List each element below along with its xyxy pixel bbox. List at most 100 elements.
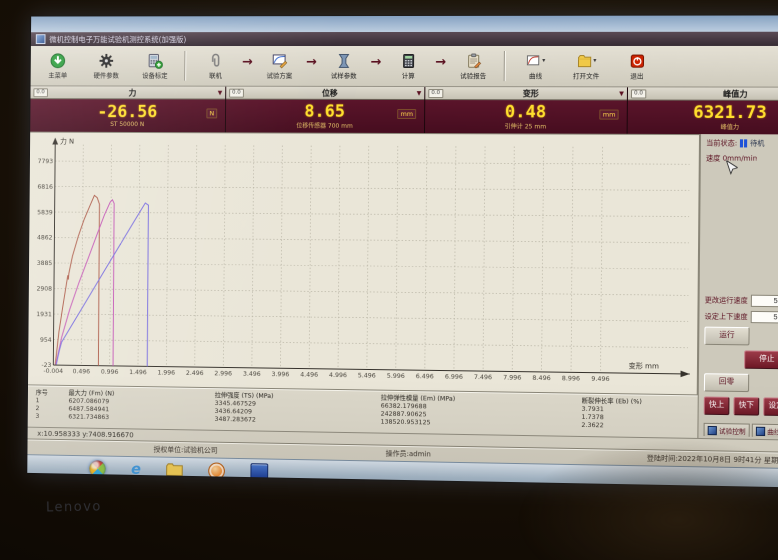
svg-text:5.496: 5.496 (358, 372, 376, 379)
table-row-cell[interactable]: 3487.283672 (214, 415, 256, 424)
media-player-icon[interactable] (208, 461, 226, 480)
calculate-button[interactable]: 计算 (384, 48, 432, 84)
table-row-cell[interactable]: 6321.734863 (68, 413, 110, 422)
fast-down-button[interactable]: 快下 (733, 396, 760, 416)
svg-text:3885: 3885 (37, 260, 53, 267)
flow-arrow-icon: → (242, 54, 253, 70)
svg-text:0.496: 0.496 (73, 368, 91, 375)
calibration-icon (147, 52, 163, 69)
gear-icon (98, 52, 114, 69)
pause-icon (740, 139, 748, 148)
file-explorer-icon[interactable] (166, 463, 183, 477)
svg-text:1931: 1931 (36, 311, 52, 318)
change-speed-label: 更改运行速度 (704, 296, 748, 305)
zero-button[interactable]: 0.0 (428, 88, 444, 98)
svg-text:8.996: 8.996 (562, 375, 580, 382)
displacement-value: 8.65 (304, 101, 346, 122)
table-row-cell[interactable]: 3 (35, 413, 40, 420)
main-menu-button[interactable]: 主菜单 (34, 48, 81, 83)
svg-text:8.496: 8.496 (532, 375, 550, 382)
title-bar: 微机控制电子万能试验机测控系统(加强版) (30, 31, 778, 47)
fast-up-button[interactable]: 快上 (703, 396, 730, 416)
extensometer-label: 引伸计 25 mm (504, 122, 547, 130)
curve-button[interactable]: ▾ 曲线 (511, 48, 560, 84)
peak-force-value: 6321.73 (693, 102, 767, 123)
specimen-params-button[interactable]: 试样参数 (320, 48, 368, 84)
svg-text:4.496: 4.496 (300, 371, 318, 378)
deformation-value: 0.48 (504, 101, 547, 122)
svg-text:954: 954 (40, 337, 52, 344)
panel-title: 峰值力 (722, 89, 748, 99)
internet-explorer-icon[interactable]: e (130, 459, 142, 478)
control-sidebar: 当前状态: 待机 速度 0mm/min 更改运行速度 设定上下速度 运行 (697, 134, 778, 440)
toolbar: 主菜单 硬件参数 设备标定 联机 → (30, 45, 778, 88)
test-plan-button[interactable]: 试验方案 (256, 48, 304, 84)
test-report-button[interactable]: 试验报告 (449, 48, 497, 84)
curve-analysis-icon (755, 426, 766, 436)
displacement-sensor-label: 位移传感器 700 mm (296, 122, 353, 130)
folder-icon: ▾ (576, 52, 596, 69)
toolbar-separator (503, 51, 506, 82)
force-deformation-chart: -0.004 0.496 0.996 1.496 1.996 2.496 2.996 3.49… (36, 137, 700, 383)
open-file-button[interactable]: ▾ 打开文件 (562, 48, 611, 84)
test-app-taskbar-icon[interactable] (250, 463, 269, 480)
chart-area[interactable]: -0.004 0.496 0.996 1.496 1.996 2.496 2.996 3.49… (28, 131, 701, 396)
test-plan-icon (272, 52, 288, 69)
report-icon (465, 52, 481, 69)
set-button[interactable]: 设定 (763, 397, 778, 417)
screen-top-glare (31, 15, 778, 33)
power-icon (629, 52, 645, 69)
svg-text:4862: 4862 (37, 235, 53, 242)
svg-text:7.996: 7.996 (503, 374, 521, 381)
run-button[interactable]: 运行 (704, 326, 750, 346)
dropdown-arrow-icon[interactable]: ▼ (416, 89, 422, 97)
panel-title: 力 (128, 88, 137, 97)
svg-text:变形 mm: 变形 mm (629, 361, 660, 371)
return-zero-button[interactable]: 回零 (703, 373, 750, 393)
svg-text:5839: 5839 (37, 209, 53, 216)
status-label: 当前状态: (706, 139, 738, 148)
zero-button[interactable]: 0.0 (630, 88, 647, 99)
svg-text:7.496: 7.496 (474, 374, 492, 381)
dropdown-arrow-icon[interactable]: ▼ (619, 89, 624, 97)
taskbar: e (27, 454, 778, 488)
curve-icon: ▾ (526, 52, 545, 69)
toolbar-separator (184, 50, 187, 81)
deformation-unit: mm (599, 109, 619, 120)
dropdown-arrow-icon[interactable]: ▼ (217, 89, 223, 97)
change-speed-input[interactable] (750, 294, 778, 308)
svg-text:2908: 2908 (37, 286, 53, 293)
windows-start-icon[interactable] (89, 459, 106, 477)
svg-text:2.496: 2.496 (186, 370, 204, 377)
zero-button[interactable]: 0.0 (33, 87, 48, 97)
window-title: 微机控制电子万能试验机测控系统(加强版) (49, 34, 187, 44)
device-calibration-button[interactable]: 设备标定 (131, 48, 178, 84)
svg-text:7793: 7793 (38, 158, 54, 165)
col-header: 断裂伸长率 (Eb) (%) (581, 397, 642, 406)
hardware-params-button[interactable]: 硬件参数 (83, 48, 130, 84)
displacement-unit: mm (397, 108, 417, 120)
app-icon (35, 34, 46, 45)
svg-text:6.496: 6.496 (416, 373, 434, 380)
panel-displacement: 0.0 位移 ▼ 8.65 mm 位移传感器 700 mm (225, 86, 426, 134)
tab-curve-analysis[interactable]: 曲线分析 (751, 423, 778, 438)
main-menu-icon (50, 52, 66, 69)
zero-button[interactable]: 0.0 (229, 88, 244, 98)
updown-speed-input[interactable] (750, 310, 778, 324)
stop-button[interactable]: 停止 (744, 350, 778, 370)
svg-text:3.996: 3.996 (272, 371, 290, 378)
table-row-cell[interactable]: 2.3622 (581, 421, 604, 430)
svg-text:力 N: 力 N (60, 137, 74, 146)
exit-button[interactable]: 退出 (612, 48, 661, 84)
chevron-down-icon: ▾ (593, 57, 597, 65)
operator: 操作员:admin (385, 449, 431, 459)
connect-button[interactable]: 联机 (192, 48, 239, 84)
svg-text:6816: 6816 (37, 184, 53, 191)
panel-peak-force: 0.0 峰值力 ▼ 6321.73 N 峰值力 (627, 87, 778, 135)
tab-test-control[interactable]: 试验控制 (703, 422, 750, 437)
table-row-cell[interactable]: 1 (35, 397, 40, 405)
col-header: 序号 (35, 389, 48, 397)
table-row-cell[interactable]: 2 (35, 405, 40, 413)
specimen-icon (336, 52, 352, 69)
flow-arrow-icon: → (370, 54, 382, 70)
